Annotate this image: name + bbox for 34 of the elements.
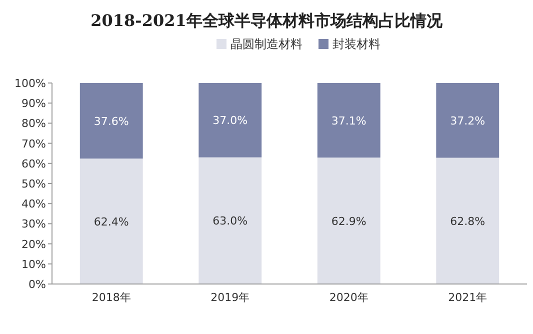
bar [317,158,380,284]
bar [436,83,500,158]
y-tick-label: 100% [14,77,46,90]
y-tick-label: 30% [22,218,46,231]
y-tick-label: 40% [22,198,46,211]
legend-label: 封装材料 [332,37,380,51]
data-label: 37.0% [212,114,248,128]
x-tick-label: 2018年 [92,291,131,304]
bar [317,83,380,158]
y-tick-label: 70% [22,137,46,150]
y-tick-label: 80% [22,117,46,130]
y-tick-label: 90% [22,97,46,110]
x-tick-label: 2021年 [448,291,488,304]
y-tick-label: 50% [22,178,46,190]
data-label: 37.1% [331,114,366,128]
data-label: 37.6% [94,114,129,128]
x-tick-label: 2019年 [210,291,250,304]
y-tick-label: 0% [28,278,46,291]
x-tick-label: 2020年 [329,291,368,304]
bar [198,157,262,284]
y-tick-label: 20% [22,238,46,251]
data-label: 37.2% [450,114,486,128]
bar [198,83,262,158]
y-tick-label: 10% [22,258,46,271]
data-label: 62.8% [450,214,486,228]
bar [80,158,143,284]
data-label: 62.4% [94,215,129,228]
chart-title: 2018-2021年全球半导体材料市场结构占比情况 [90,11,444,30]
bar [80,83,143,159]
data-label: 63.0% [212,214,248,228]
legend-label: 晶圆制造材料 [230,37,302,51]
y-tick-label: 60% [22,157,46,170]
data-label: 62.9% [331,214,366,228]
bar [436,158,500,284]
